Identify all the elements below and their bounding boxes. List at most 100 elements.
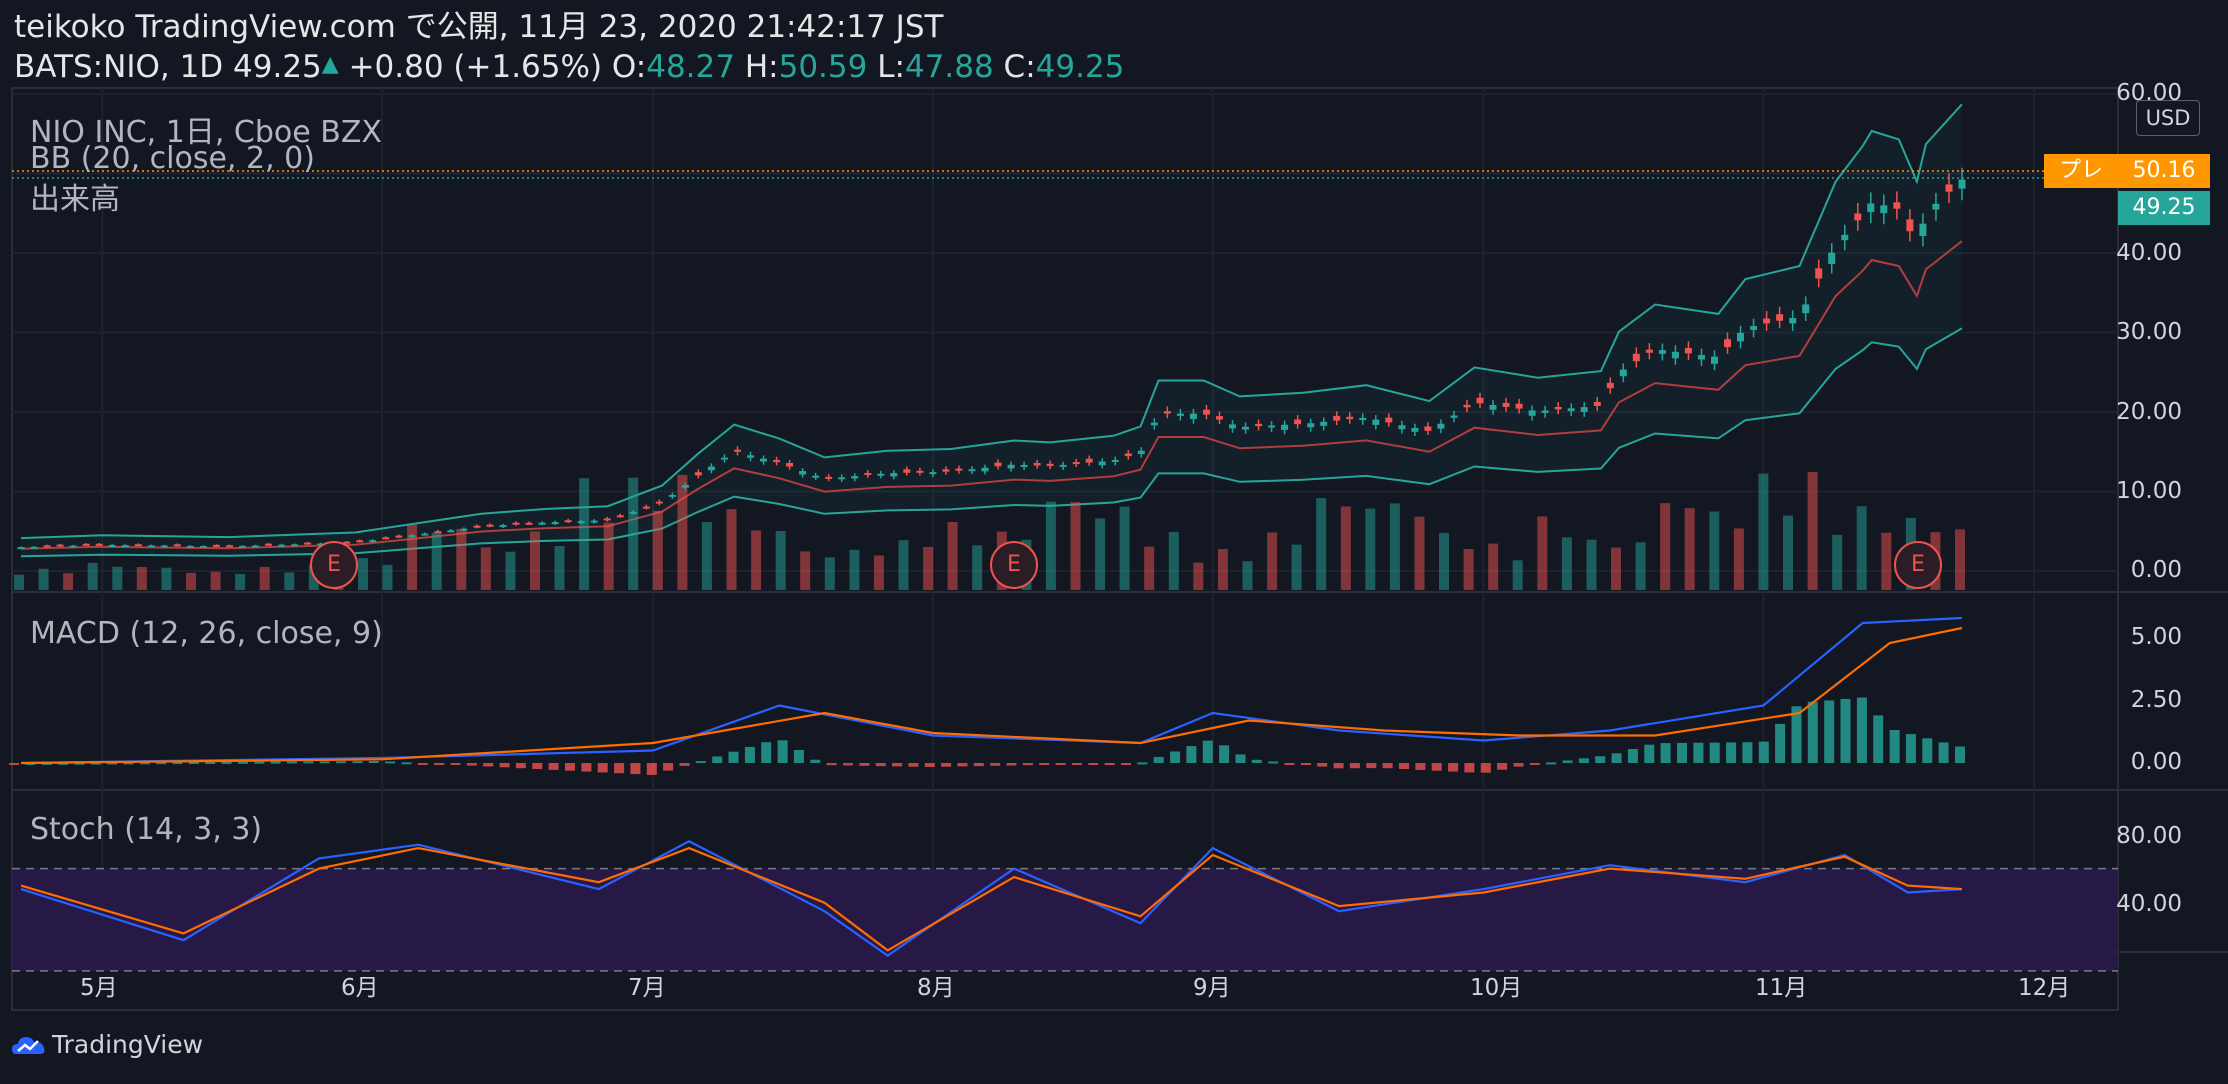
volume-bar [1389, 503, 1400, 590]
macd-histogram-bar [107, 762, 118, 765]
stoch-d-line [20, 846, 1963, 952]
earnings-marker[interactable]: E [990, 541, 1038, 589]
macd-histogram-bar [712, 756, 723, 763]
macd-histogram-bar [1529, 763, 1540, 765]
macd-legend[interactable]: MACD (12, 26, close, 9) [30, 616, 383, 651]
candle-body [1867, 203, 1875, 213]
macd-histogram-bar [188, 762, 199, 764]
price-tick: 20.00 [2116, 399, 2182, 425]
macd-histogram-bar [58, 762, 69, 765]
volume-bar [1832, 534, 1843, 590]
macd-histogram-bar [744, 746, 755, 763]
macd-histogram-bar [1170, 751, 1181, 763]
macd-histogram-bar [139, 762, 150, 765]
candle-body [1932, 203, 1940, 210]
candle-body [838, 477, 846, 480]
candle-body [1619, 369, 1627, 377]
candle-body [538, 522, 546, 525]
close-label: C: [1003, 49, 1036, 85]
macd-histogram-bar [483, 763, 494, 767]
macd-histogram-bar [957, 763, 968, 767]
stoch-legend[interactable]: Stoch (14, 3, 3) [30, 812, 263, 847]
macd-histogram-bar [1677, 742, 1687, 763]
candle-body [1085, 458, 1093, 463]
macd-histogram-bar [1251, 759, 1262, 763]
candle-body [291, 544, 299, 547]
volume-legend[interactable]: 出来高 [30, 182, 120, 217]
volume-bar [186, 572, 196, 590]
volume-bar [1758, 473, 1769, 590]
volume-bar [800, 551, 811, 590]
volume-bar [1733, 528, 1744, 590]
volume-bar [1144, 546, 1155, 590]
macd-histogram-bar [793, 750, 804, 763]
macd-histogram-bar [1121, 763, 1131, 765]
macd-histogram-bar [777, 740, 788, 763]
macd-histogram-bar [1382, 763, 1393, 769]
candle-body [252, 545, 259, 548]
macd-histogram-bar [1186, 746, 1197, 763]
candle-body [499, 525, 507, 528]
candle-body [17, 547, 25, 550]
currency-button[interactable]: USD [2136, 100, 2200, 136]
candle-body [525, 522, 533, 525]
volume-bar [1611, 547, 1621, 590]
macd-histogram-bar [1268, 761, 1279, 764]
candle-body [747, 455, 754, 458]
macd-histogram-bar [1709, 742, 1720, 763]
macd-histogram-bar [1202, 740, 1213, 763]
volume-bar [284, 572, 295, 590]
candle-body [1645, 349, 1653, 353]
instrument-legend[interactable]: NIO INC, 1日, Cboe BZX [30, 115, 382, 150]
macd-histogram-bar [843, 763, 853, 766]
earnings-marker[interactable]: E [310, 541, 358, 589]
bb-legend[interactable]: BB (20, close, 2, 0) [30, 141, 315, 176]
candle-body [1163, 411, 1171, 414]
candle-body [994, 462, 1002, 467]
macd-histogram-bar [1562, 760, 1573, 763]
macd-histogram-bar [319, 761, 330, 764]
candle-body [1320, 421, 1328, 426]
volume-bar [1365, 508, 1376, 590]
candle-body [851, 476, 859, 479]
macd-histogram-bar [1660, 743, 1671, 763]
volume-bar [1119, 506, 1130, 590]
close-value: 49.25 [1035, 49, 1125, 85]
candle-body [82, 543, 90, 546]
macd-histogram-bar [630, 763, 641, 775]
candle-body [629, 511, 637, 514]
earnings-marker[interactable]: E [1894, 541, 1942, 589]
candle-body [668, 494, 676, 497]
candle-body [447, 530, 455, 533]
candle-body [577, 521, 585, 524]
price-tick: 60.00 [2116, 80, 2182, 106]
candle-body [186, 545, 194, 548]
candle-body [1554, 407, 1562, 410]
candle-body [1750, 326, 1758, 330]
symbol-label: BATS:NIO, 1D [14, 49, 224, 85]
macd-histogram-bar [205, 762, 216, 764]
candle-body [1776, 314, 1784, 321]
candle-body [1893, 202, 1901, 209]
candle-body [903, 469, 911, 473]
candle-body [30, 546, 38, 549]
tradingview-logo[interactable]: TradingView [12, 1030, 203, 1059]
volume-bar [358, 558, 368, 590]
volume-bar [824, 557, 835, 590]
candle-body [890, 473, 898, 477]
candle-body [1333, 415, 1341, 421]
change-value: +0.80 (+1.65%) [348, 49, 603, 85]
volume-bar [431, 532, 442, 590]
candle-body [694, 472, 702, 476]
macd-histogram-bar [41, 762, 52, 765]
candle-body [486, 524, 494, 527]
macd-histogram-bar [1627, 749, 1638, 763]
candle-body [1072, 462, 1080, 465]
candle-body [1815, 268, 1823, 279]
macd-histogram-bar [1399, 763, 1409, 769]
macd-histogram-bar [1349, 763, 1360, 769]
candle-body [1711, 356, 1718, 364]
price-tick: 40.00 [2116, 240, 2182, 266]
stoch-tick: 40.00 [2116, 891, 2182, 917]
